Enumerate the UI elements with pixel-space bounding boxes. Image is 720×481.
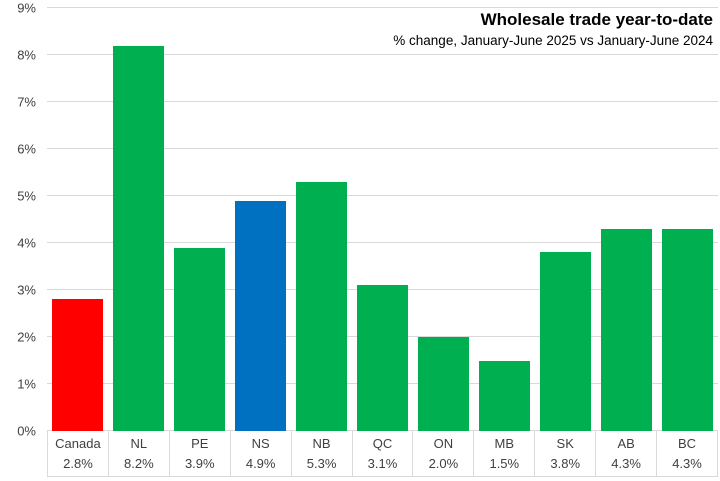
category-label: QC [372,436,393,452]
gridline-9% [47,7,718,8]
category-value-label: 3.8% [550,455,581,471]
x-label-cell-qc: QC 3.1% [351,431,413,476]
bar-slot-nb [291,8,352,431]
category-label: PE [191,436,209,452]
y-axis-tick-label: 9% [17,0,36,16]
gridline-7% [47,101,718,102]
x-label-cell-nb: NB 5.3% [290,431,352,476]
bar-nl [113,45,164,431]
bar-on [418,337,469,431]
bar-ns [235,200,286,431]
category-label: NS [251,436,270,452]
bar-slot-bc [657,8,718,431]
category-label: SK [556,436,574,452]
y-axis-tick-label: 2% [17,329,36,345]
y-axis-tick-label: 3% [17,282,36,298]
x-label-cell-on: ON 2.0% [412,431,473,476]
bar-sk [540,252,591,431]
bar-qc [357,285,408,431]
y-axis-tick-label: 8% [17,47,36,63]
category-label: BC [677,436,697,452]
bar-slot-on [413,8,474,431]
y-axis-tick-label: 7% [17,94,36,110]
gridline-6% [47,148,718,150]
category-value-label: 5.3% [306,455,337,471]
bar-slot-ns [230,8,291,431]
x-label-cell-bc: BC 4.3% [656,431,717,476]
x-label-cell-pe: PE 3.9% [168,431,230,476]
x-label-cell-ns: NS 4.9% [229,431,291,476]
bar-slot-nl [108,8,169,431]
category-value-label: 3.9% [184,455,215,471]
bar-slot-qc [352,8,413,431]
category-label: NB [312,436,331,452]
gridline-4% [47,242,718,243]
category-value-label: 1.5% [489,455,520,471]
y-axis-tick-label: 1% [17,376,36,392]
bar-canada [52,299,103,431]
x-label-cell-canada: Canada 2.8% [47,431,108,476]
bar-slot-canada [47,8,108,431]
y-axis-tick-label: 5% [17,188,36,204]
gridline-5% [47,195,718,196]
x-label-cell-sk: SK 3.8% [534,431,595,476]
category-value-label: 4.9% [245,455,276,471]
category-value-label: 3.1% [367,455,398,471]
gridline-8% [47,54,718,55]
category-value-label: 2.0% [428,455,459,471]
chart-title: Wholesale trade year-to-date [480,10,713,29]
bar-slot-mb [474,8,535,431]
category-label: AB [617,436,635,452]
bar-slot-sk [535,8,596,431]
category-value-label: 8.2% [124,455,154,471]
category-value-label: 4.3% [672,455,702,471]
category-value-label: 4.3% [611,455,641,471]
plot-area [47,7,718,431]
bar-ab [601,228,652,431]
y-axis-tick-label: 6% [17,141,36,157]
x-axis-label-table: Canada 2.8% NL 8.2% PE 3.9% NS 4.9% NB 5.3% QC 3.1%… [47,431,718,477]
bar-slot-ab [596,8,657,431]
category-value-label: 2.8% [63,455,93,471]
bar-pe [174,247,225,431]
y-axis-tick-label: 4% [17,235,36,251]
x-label-cell-mb: MB 1.5% [473,431,534,476]
bar-series [47,8,718,431]
bar-mb [479,360,530,431]
y-axis-tick-label: 0% [17,423,36,439]
category-label: Canada [55,436,101,452]
x-label-cell-nl: NL 8.2% [107,431,169,476]
title-block: Wholesale trade year-to-date % change, J… [393,10,713,50]
chart-subtitle: % change, January-June 2025 vs January-J… [393,33,713,49]
bar-slot-pe [169,8,230,431]
x-label-cell-ab: AB 4.3% [595,431,656,476]
category-label: ON [433,436,454,452]
bar-bc [662,228,713,431]
category-label: MB [494,436,515,452]
bar-nb [296,181,347,431]
category-label: NL [130,436,148,452]
